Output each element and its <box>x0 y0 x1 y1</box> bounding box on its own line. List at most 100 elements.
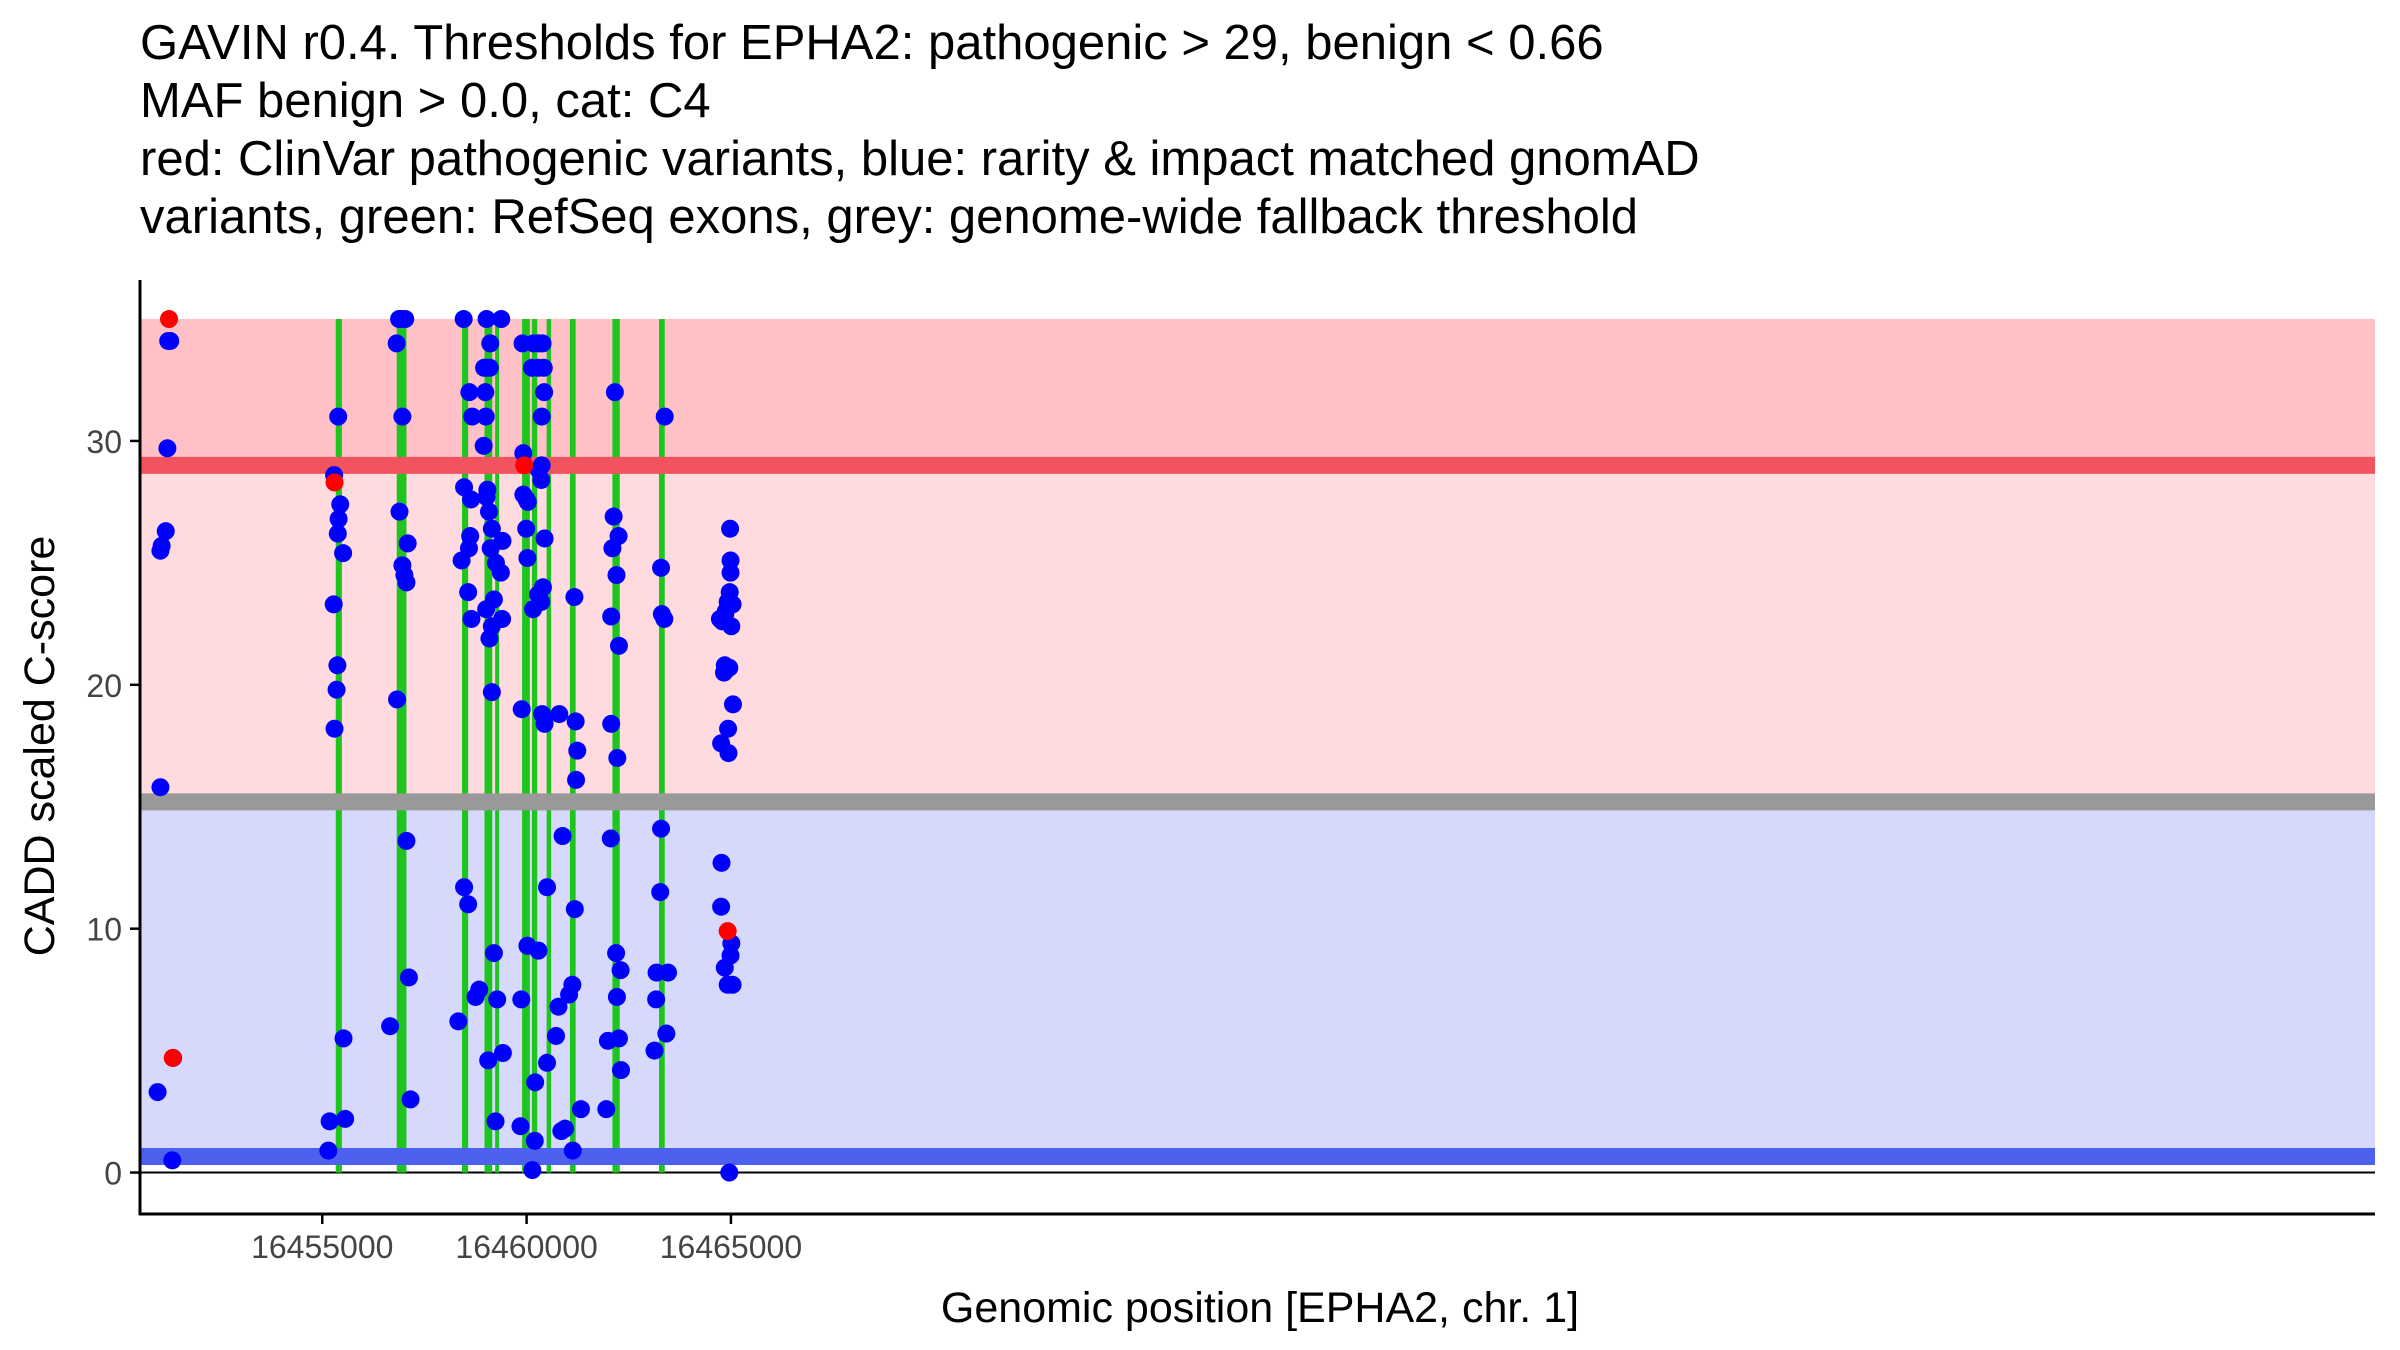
gnomad-point <box>602 714 621 733</box>
exon-bar-1 <box>335 319 342 1173</box>
title-line-1: GAVIN r0.4. Thresholds for EPHA2: pathog… <box>140 16 1604 70</box>
gnomad-point <box>476 383 495 402</box>
y-tick-label: 30 <box>86 424 122 460</box>
gnomad-point <box>463 407 482 426</box>
gnomad-point <box>535 529 554 548</box>
gnomad-point <box>388 690 407 709</box>
exon-bar-7 <box>531 319 538 1173</box>
gnomad-point <box>565 588 584 607</box>
gnomad-point <box>462 609 481 628</box>
gnomad-point <box>452 551 471 570</box>
y-tick-label: 0 <box>104 1156 122 1192</box>
gnomad-point <box>720 1163 739 1182</box>
title-line-3: red: ClinVar pathogenic variants, blue: … <box>140 132 1700 186</box>
gnomad-point <box>534 358 553 377</box>
gnomad-point <box>602 607 621 626</box>
gnomad-point <box>324 595 343 614</box>
gnomad-point <box>645 1041 664 1060</box>
gnomad-point <box>712 897 731 916</box>
gnomad-point <box>401 1090 420 1109</box>
gnomad-point <box>721 519 740 538</box>
gnomad-point <box>518 549 537 568</box>
gnomad-point <box>604 507 623 526</box>
gnomad-point <box>568 741 587 760</box>
gnomad-point <box>532 592 551 611</box>
y-tick-label: 10 <box>86 912 122 948</box>
gnomad-point <box>387 334 406 353</box>
x-tick-label: 16455000 <box>251 1229 393 1265</box>
gnomad-point <box>563 1141 582 1160</box>
gnomad-point <box>325 719 344 738</box>
gnomad-point <box>517 519 536 538</box>
gnomad-point <box>459 895 478 914</box>
gnomad-point <box>609 636 628 655</box>
region-benign <box>140 801 2375 1157</box>
gnomad-point <box>474 436 493 455</box>
gnomad-point <box>396 310 415 329</box>
chart-title: GAVIN r0.4. Thresholds for EPHA2: pathog… <box>140 14 2340 246</box>
region-pathogenic <box>140 465 2375 802</box>
gnomad-point <box>328 524 347 543</box>
gnomad-point <box>484 944 503 963</box>
gnomad-point <box>560 985 579 1004</box>
gnomad-point <box>533 334 552 353</box>
gnomad-point <box>460 383 479 402</box>
gnomad-point <box>390 502 409 521</box>
gnomad-point <box>480 502 499 521</box>
gnomad-point <box>525 1131 544 1150</box>
gnomad-point <box>518 492 537 511</box>
gnomad-point <box>721 946 740 965</box>
gnomad-point <box>601 829 620 848</box>
gnomad-point <box>719 744 738 763</box>
gnomad-point <box>397 573 416 592</box>
gnomad-point <box>655 407 674 426</box>
gnomad-point <box>491 563 510 582</box>
gnomad-point <box>486 1112 505 1131</box>
gnomad-point <box>381 1017 400 1036</box>
gnomad-point <box>477 310 496 329</box>
title-line-2: MAF benign > 0.0, cat: C4 <box>140 74 711 128</box>
clinvar-point <box>163 1048 182 1067</box>
gnomad-point <box>493 531 512 550</box>
clinvar-point <box>325 473 344 492</box>
gnomad-point <box>611 961 630 980</box>
gnomad-point <box>336 1109 355 1128</box>
gnomad-point <box>470 980 489 999</box>
gnomad-point <box>571 1100 590 1119</box>
threshold-lines <box>140 456 2375 1165</box>
gnomad-point <box>553 827 572 846</box>
exon-bar-8 <box>546 319 552 1173</box>
exon-bar-2 <box>396 319 407 1173</box>
gnomad-point <box>652 819 671 838</box>
y-tick-label: 20 <box>86 668 122 704</box>
clinvar-point <box>515 456 534 475</box>
gnomad-point <box>723 695 742 714</box>
y-axis-label: CADD scaled C-score <box>16 536 64 957</box>
gnomad-point <box>603 539 622 558</box>
gnomad-point <box>455 478 474 497</box>
clinvar-point <box>718 922 737 941</box>
gnomad-point <box>493 1044 512 1063</box>
x-tick-label: 16465000 <box>660 1229 802 1265</box>
gnomad-point <box>532 470 551 489</box>
gnomad-point <box>151 541 170 560</box>
gnomad-point <box>158 439 177 458</box>
gnomad-point <box>716 602 735 621</box>
gnomad-point <box>529 941 548 960</box>
exon-bar-6 <box>522 319 530 1173</box>
gnomad-point <box>331 495 350 514</box>
title-line-4: variants, green: RefSeq exons, grey: gen… <box>140 190 1639 244</box>
threshold-regions <box>140 319 2375 1174</box>
gnomad-point <box>605 383 624 402</box>
gnomad-point <box>538 1053 557 1072</box>
exon-bar-10 <box>612 319 620 1173</box>
gnomad-point <box>148 1083 167 1102</box>
gnomad-point <box>479 1051 498 1070</box>
gnomad-point <box>328 656 347 675</box>
gnomad-point <box>655 609 674 628</box>
gnomad-point <box>399 968 418 987</box>
gnomad-point <box>512 990 531 1009</box>
clinvar-point <box>160 310 179 329</box>
gnomad-point <box>334 1029 353 1048</box>
